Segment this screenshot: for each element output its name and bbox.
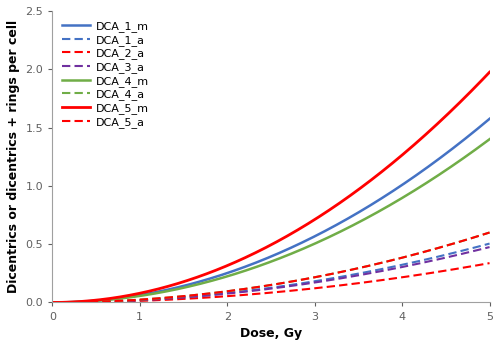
DCA_4_m — [408, 191, 414, 195]
DCA_1_m — [257, 259, 263, 263]
DCA_4_m — [257, 264, 263, 268]
Line: DCA_2_a: DCA_2_a — [52, 263, 490, 303]
DCA_5_a — [486, 230, 492, 235]
DCA_1_m — [476, 126, 482, 130]
DCA_5_m — [310, 219, 316, 223]
DCA_4_m — [260, 263, 266, 267]
DCA_2_a — [310, 286, 316, 290]
DCA_1_a — [257, 287, 263, 291]
Line: DCA_3_a: DCA_3_a — [52, 247, 490, 303]
X-axis label: Dose, Gy: Dose, Gy — [240, 327, 302, 340]
DCA_2_a — [476, 263, 482, 267]
DCA_1_a — [50, 301, 56, 305]
DCA_1_a — [486, 242, 492, 246]
DCA_5_a — [50, 301, 56, 305]
DCA_5_a — [260, 284, 266, 288]
DCA_1_m — [50, 301, 56, 305]
Y-axis label: Dicentrics or dicentrics + rings per cell: Dicentrics or dicentrics + rings per cel… — [7, 20, 20, 293]
DCA_3_a — [476, 248, 482, 252]
DCA_4_a — [486, 230, 492, 235]
DCA_1_a — [260, 287, 266, 291]
DCA_4_m — [310, 243, 316, 247]
DCA_4_a — [286, 280, 292, 284]
DCA_5_m — [257, 248, 263, 253]
DCA_5_a — [310, 276, 316, 280]
DCA_3_a — [286, 284, 292, 288]
DCA_1_m — [286, 247, 292, 251]
DCA_5_a — [408, 253, 414, 257]
Line: DCA_4_m: DCA_4_m — [52, 139, 490, 303]
Line: DCA_4_a: DCA_4_a — [52, 232, 490, 303]
DCA_1_a — [476, 244, 482, 248]
DCA_4_a — [260, 284, 266, 288]
DCA_2_a — [50, 301, 56, 305]
DCA_5_a — [286, 280, 292, 284]
DCA_3_a — [257, 288, 263, 292]
Line: DCA_5_m: DCA_5_m — [52, 72, 490, 303]
DCA_4_m — [286, 253, 292, 257]
DCA_5_m — [486, 70, 492, 74]
DCA_5_m — [286, 233, 292, 237]
DCA_1_m — [260, 258, 266, 262]
DCA_3_a — [260, 288, 266, 292]
DCA_1_m — [486, 117, 492, 121]
DCA_2_a — [286, 289, 292, 293]
DCA_4_a — [310, 276, 316, 280]
DCA_4_a — [50, 301, 56, 305]
DCA_5_a — [257, 285, 263, 289]
Line: DCA_5_a: DCA_5_a — [52, 232, 490, 303]
DCA_4_a — [257, 285, 263, 289]
DCA_1_m — [408, 177, 414, 181]
DCA_5_a — [476, 234, 482, 238]
DCA_4_a — [476, 234, 482, 238]
DCA_3_a — [486, 245, 492, 249]
Line: DCA_1_a: DCA_1_a — [52, 244, 490, 303]
DCA_1_a — [286, 283, 292, 287]
DCA_4_m — [476, 145, 482, 149]
DCA_4_a — [408, 253, 414, 257]
DCA_2_a — [408, 274, 414, 278]
DCA_3_a — [50, 301, 56, 305]
DCA_1_a — [310, 280, 316, 284]
Legend: DCA_1_m, DCA_1_a, DCA_2_a, DCA_3_a, DCA_4_m, DCA_4_a, DCA_5_m, DCA_5_a: DCA_1_m, DCA_1_a, DCA_2_a, DCA_3_a, DCA_… — [58, 17, 153, 132]
DCA_3_a — [408, 263, 414, 267]
DCA_2_a — [257, 291, 263, 296]
Line: DCA_1_m: DCA_1_m — [52, 119, 490, 303]
DCA_3_a — [310, 281, 316, 285]
DCA_5_m — [476, 81, 482, 85]
DCA_5_m — [260, 247, 266, 251]
DCA_2_a — [260, 291, 266, 295]
DCA_2_a — [486, 261, 492, 265]
DCA_4_m — [486, 137, 492, 141]
DCA_1_m — [310, 235, 316, 239]
DCA_1_a — [408, 261, 414, 265]
DCA_5_m — [50, 301, 56, 305]
DCA_5_m — [408, 146, 414, 150]
DCA_4_m — [50, 301, 56, 305]
